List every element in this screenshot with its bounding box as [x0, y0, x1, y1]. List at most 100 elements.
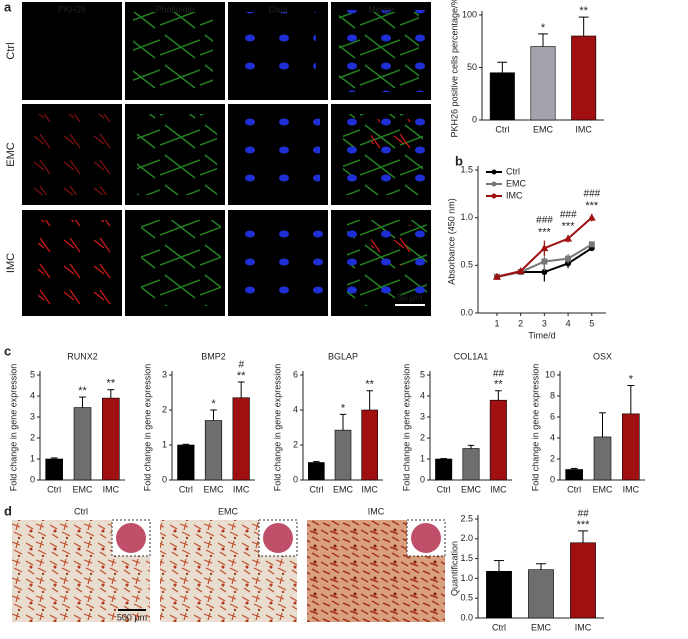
significance: *** [577, 519, 591, 531]
y-tick-label: 1 [420, 453, 425, 463]
image-signal [244, 220, 324, 306]
channel-label: PKH26 [58, 4, 87, 14]
bar [489, 72, 515, 121]
significance: ** [365, 379, 374, 391]
significance: * [341, 402, 346, 414]
y-tick-label: 6 [550, 411, 555, 421]
marker [587, 213, 596, 221]
bar [489, 399, 507, 481]
image-signal [371, 119, 411, 159]
bar [530, 46, 556, 121]
bar [361, 409, 378, 481]
inset [406, 519, 446, 557]
x-tick-label: Ctrl [47, 484, 61, 494]
x-tick-label: IMC [575, 124, 592, 134]
row-label: IMC [5, 253, 17, 273]
marker [541, 269, 548, 276]
chart-title: OSX [593, 351, 612, 361]
image-signal [236, 12, 316, 90]
image-signal [34, 114, 114, 195]
bar [622, 413, 640, 481]
channel-label: Merge [368, 4, 394, 14]
chart-title: RUNX2 [67, 351, 98, 361]
marker [588, 241, 595, 248]
x-tick-label: EMC [531, 622, 552, 632]
bar [334, 429, 352, 481]
x-tick-label: IMC [575, 622, 592, 632]
x-tick-label: EMC [461, 484, 482, 494]
y-tick-label: 5 [30, 369, 35, 379]
y-tick-label: 8 [550, 390, 555, 400]
y-tick-label: 2 [162, 404, 167, 414]
y-tick-label: 2 [420, 432, 425, 442]
y-tick-label: 1 [162, 439, 167, 449]
y-axis-label: PKH26 positive cells percentage/% [449, 0, 459, 138]
inset [258, 519, 298, 557]
legend-label: Ctrl [506, 166, 520, 176]
microscopy-grid: PKH26 Phalloidin Dapi Merge Ctrl EMC IMC 50 μm [5, 2, 431, 316]
significance: * [629, 373, 634, 385]
x-axis-label: Time/d [528, 330, 555, 340]
row-label: Ctrl [5, 42, 17, 59]
x-tick-label: 5 [589, 318, 594, 328]
scale-bar-label: 500 μm [117, 612, 147, 622]
significance: ** [494, 379, 503, 391]
marker [564, 234, 573, 242]
bar [73, 407, 92, 481]
y-tick-label: 4 [550, 432, 555, 442]
legend-marker [491, 181, 497, 187]
y-axis-label: Quantification [449, 541, 459, 596]
significance: # [238, 360, 244, 371]
y-tick-label: 0 [162, 474, 167, 484]
x-tick-label: Ctrl [437, 484, 451, 494]
significance: *** [538, 226, 552, 238]
image-label: EMC [218, 506, 239, 516]
panel-label: a [4, 0, 12, 14]
legend-label: EMC [506, 178, 527, 188]
y-tick-label: 0 [550, 474, 555, 484]
channel-label: Dapi [269, 4, 288, 14]
x-tick-label: IMC [361, 484, 378, 494]
y-tick-label: 2 [30, 432, 35, 442]
marker [565, 255, 572, 262]
y-axis-label: Fold change in gene expression [530, 364, 540, 492]
x-tick-label: Ctrl [179, 484, 193, 494]
image-signal [336, 10, 426, 92]
x-tick-label: 2 [518, 318, 523, 328]
significance: ### [536, 215, 553, 226]
y-tick-label: 3 [30, 411, 35, 421]
x-tick-label: EMC [593, 484, 614, 494]
bar [462, 448, 480, 481]
bar [102, 397, 120, 481]
bar [177, 444, 195, 481]
marker [492, 272, 501, 280]
x-tick-label: 4 [566, 318, 571, 328]
inset [111, 519, 151, 557]
x-tick-label: EMC [533, 124, 554, 134]
image-signal [371, 225, 411, 265]
y-tick-label: 3 [420, 411, 425, 421]
y-tick-label: 2 [550, 453, 555, 463]
y-axis-label: Fold change in gene expression [401, 364, 411, 492]
x-tick-label: EMC [73, 484, 94, 494]
marker [540, 244, 549, 252]
y-axis-label: Fold change in gene expression [8, 364, 18, 492]
legend-marker [491, 169, 497, 175]
y-tick-label: 100 [462, 9, 477, 19]
y-tick-label: 6 [293, 369, 298, 379]
x-tick-label: IMC [623, 484, 640, 494]
significance: ** [579, 5, 588, 17]
y-tick-label: 1.5 [460, 553, 473, 563]
bar [204, 420, 223, 481]
y-tick-label: 2.0 [460, 533, 473, 543]
y-tick-label: 4 [30, 390, 35, 400]
stain-images: Ctrl EMC IMC 500 μm [12, 506, 446, 622]
x-tick-label: 1 [494, 318, 499, 328]
marker [516, 267, 525, 275]
y-tick-label: 1.5 [460, 164, 473, 174]
panel-label: d [4, 503, 12, 518]
bar [593, 436, 612, 481]
image-signal [133, 12, 213, 90]
y-tick-label: 0.0 [460, 612, 473, 622]
